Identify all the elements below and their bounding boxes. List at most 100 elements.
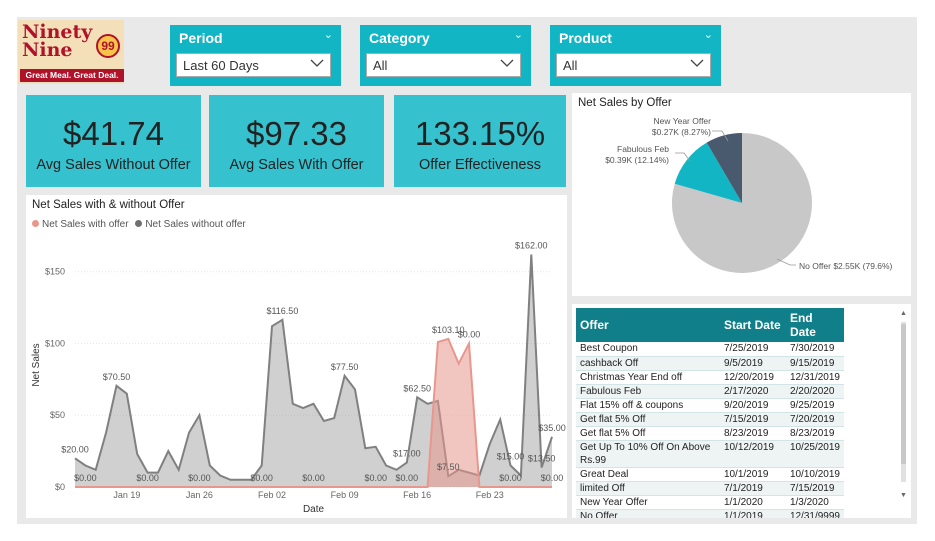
collapse-icon[interactable]: ⌄: [703, 29, 713, 41]
data-label: $116.50: [266, 306, 298, 316]
cell-end-date: 10/25/2019: [785, 440, 844, 468]
product-slicer[interactable]: Product ⌄ All: [550, 25, 721, 86]
cell-start-date: 9/5/2019: [719, 356, 786, 371]
leader-line: [675, 152, 691, 162]
period-slicer[interactable]: Period ⌄ Last 60 Days: [170, 25, 341, 86]
series-line-with-offer: [75, 337, 552, 488]
data-label: $15.00: [497, 451, 525, 461]
data-label: $62.50: [403, 383, 431, 393]
cell-end-date: 7/20/2019: [785, 412, 844, 427]
legend-dot: [32, 220, 39, 227]
cell-end-date: 9/15/2019: [785, 356, 844, 371]
table-row[interactable]: Flat 15% off & coupons 9/20/2019 9/25/2019: [576, 398, 844, 413]
x-tick-label: Feb 02: [258, 490, 286, 500]
cell-start-date: 1/1/2020: [719, 495, 786, 510]
pie-label-fabulous-value: $0.39K (12.14%): [605, 155, 669, 165]
product-dropdown[interactable]: All: [556, 53, 711, 77]
table-row[interactable]: Get Up To 10% Off On Above Rs.99 10/12/20…: [576, 440, 844, 468]
y-tick-label: $150: [45, 267, 65, 277]
kpi-card-offer-effectiveness: 133.15% Offer Effectiveness: [394, 95, 566, 187]
kpi-card-avg-sales-without-offer: $41.74 Avg Sales Without Offer: [26, 95, 201, 187]
table-row[interactable]: Christmas Year End off 12/20/2019 12/31/20…: [576, 370, 844, 385]
kpi-value: 133.15%: [414, 115, 546, 152]
data-label: $0.00: [250, 473, 273, 483]
chevron-down-icon[interactable]: [310, 56, 324, 70]
data-label: $162.00: [515, 240, 548, 250]
cell-offer: Get Up To 10% Off On Above Rs.99: [576, 440, 720, 468]
column-header-end-date[interactable]: End Date: [785, 308, 844, 342]
x-tick-label: Jan 19: [113, 490, 140, 500]
table-row[interactable]: Get flat 5% Off 8/23/2019 8/23/2019: [576, 426, 844, 441]
line-chart-title: Net Sales with & without Offer: [32, 199, 185, 211]
cell-offer: Get flat 5% Off: [576, 412, 720, 427]
cell-end-date: 7/30/2019: [785, 342, 844, 357]
brand-line2: Nine: [22, 39, 73, 61]
data-label: $0.00: [74, 473, 97, 483]
column-header-start-date[interactable]: Start Date: [719, 308, 786, 342]
cell-end-date: 12/31/2019: [785, 370, 844, 385]
pie-chart-title: Net Sales by Offer: [578, 97, 672, 109]
scrollbar-thumb[interactable]: [901, 324, 906, 464]
collapse-icon[interactable]: ⌄: [323, 29, 333, 41]
legend-label: Net Sales without offer: [145, 219, 246, 230]
pie-slice-no-offer: [671, 133, 812, 273]
column-header-offer[interactable]: Offer: [576, 308, 720, 342]
data-label: $70.50: [103, 372, 131, 382]
x-axis-title: Date: [303, 504, 325, 515]
legend-item-with-offer[interactable]: Net Sales with offer: [32, 219, 129, 230]
table-row[interactable]: limited Off 7/1/2019 7/15/2019: [576, 481, 844, 496]
cell-offer: Fabulous Feb: [576, 384, 720, 399]
kpi-card-avg-sales-with-offer: $97.33 Avg Sales With Offer: [209, 95, 384, 187]
chevron-down-icon[interactable]: [500, 56, 514, 70]
table-row[interactable]: No Offer 1/1/2019 12/31/9999: [576, 509, 844, 518]
cell-end-date: 12/31/9999: [785, 509, 844, 518]
kpi-label: Offer Effectiveness: [419, 157, 541, 173]
category-slicer[interactable]: Category ⌄ All: [360, 25, 531, 86]
scroll-up-icon[interactable]: ▲: [900, 310, 907, 317]
category-dropdown[interactable]: All: [366, 53, 521, 77]
line-chart-plot[interactable]: $0 $50 $100 $150 Jan 19 Jan 26 Feb 02 Feb 09 Feb…: [26, 195, 567, 518]
table-row[interactable]: Best Coupon 7/25/2019 7/30/2019: [576, 342, 844, 357]
chevron-down-icon[interactable]: [690, 56, 704, 70]
y-tick-label: $0: [55, 482, 65, 492]
data-label: $0.00: [541, 473, 564, 483]
legend-dot: [135, 220, 143, 227]
legend-item-without-offer[interactable]: Net Sales without offer: [135, 219, 246, 230]
kpi-value: $41.74: [63, 115, 164, 152]
cell-start-date: 10/12/2019: [719, 440, 786, 468]
cell-start-date: 7/15/2019: [719, 412, 786, 427]
cell-offer: Flat 15% off & coupons: [576, 398, 720, 413]
period-dropdown[interactable]: Last 60 Days: [176, 53, 331, 77]
cell-start-date: 7/25/2019: [719, 342, 786, 357]
cell-start-date: 10/1/2019: [719, 467, 786, 482]
table-row[interactable]: Great Deal 10/1/2019 10/10/2019: [576, 467, 844, 482]
vertical-scrollbar[interactable]: ▲ ▼: [900, 310, 907, 502]
pie-chart-plot[interactable]: New Year Offer$0.27K (8.27%) Fabulous Feb…: [572, 93, 911, 296]
y-tick-label: $100: [45, 338, 65, 348]
table-row[interactable]: Get flat 5% Off 7/15/2019 7/20/2019: [576, 412, 844, 427]
collapse-icon[interactable]: ⌄: [513, 29, 523, 41]
period-dropdown-value: Last 60 Days: [183, 58, 259, 73]
table-row[interactable]: New Year Offer 1/1/2020 1/3/2020: [576, 495, 844, 510]
cell-offer: No Offer: [576, 509, 720, 518]
cell-start-date: 2/17/2020: [719, 384, 786, 399]
brand-logo: Ninety Nine 99 Great Meal. Great Deal.: [18, 20, 124, 84]
category-slicer-title: Category: [369, 30, 430, 46]
kpi-value: $97.33: [246, 115, 347, 152]
y-axis-title: Net Sales: [31, 343, 42, 386]
series-area-with-offer: [75, 339, 552, 487]
net-sales-line-chart-panel[interactable]: Net Sales with & without Offer Net Sales…: [26, 195, 567, 518]
cell-start-date: 1/1/2019: [719, 509, 786, 518]
cell-offer: Get flat 5% Off: [576, 426, 720, 441]
table-row[interactable]: Fabulous Feb 2/17/2020 2/20/2020: [576, 384, 844, 399]
data-label: $0.00: [458, 329, 481, 339]
cell-offer: Great Deal: [576, 467, 720, 482]
table-row[interactable]: cashback Off 9/5/2019 9/15/2019: [576, 356, 844, 371]
line-chart-legend: Net Sales with offer Net Sales without o…: [32, 219, 246, 230]
cell-start-date: 9/20/2019: [719, 398, 786, 413]
y-tick-label: $50: [50, 410, 65, 420]
data-label: $103.10: [432, 325, 465, 335]
net-sales-by-offer-pie-panel[interactable]: Net Sales by Offer New Year Offer $0.27K …: [572, 93, 911, 296]
scroll-down-icon[interactable]: ▼: [900, 492, 907, 499]
offer-table-panel[interactable]: Offer Start Date End Date Best Coupon 7/2…: [572, 304, 911, 518]
